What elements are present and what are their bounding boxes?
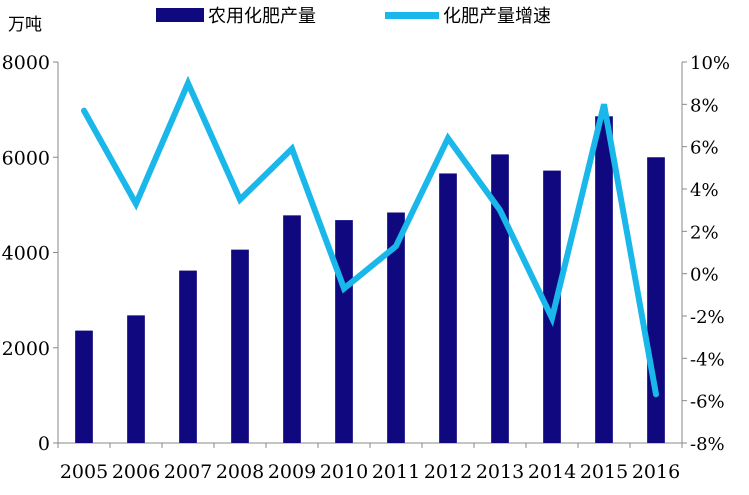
bar: [387, 212, 405, 443]
bar: [335, 220, 353, 443]
right-tick-label: -2%: [690, 307, 725, 328]
right-tick-label: 4%: [690, 180, 719, 201]
x-tick-label: 2011: [372, 461, 420, 483]
legend-label-line: 化肥产量增速: [443, 6, 551, 27]
left-axis-unit: 万吨: [8, 15, 42, 35]
x-tick-label: 2009: [268, 461, 316, 483]
left-tick-label: 8000: [2, 52, 50, 74]
growth-line: [81, 75, 659, 398]
x-tick-label: 2013: [476, 461, 524, 483]
bar: [491, 154, 509, 443]
right-tick-label: -8%: [690, 434, 725, 455]
bar: [283, 215, 301, 443]
x-tick-label: 2008: [216, 461, 264, 483]
bar: [647, 157, 665, 443]
bar: [75, 330, 93, 443]
right-tick-label: 8%: [690, 95, 719, 116]
right-tick-label: -6%: [690, 392, 725, 413]
right-tick-label: 0%: [690, 265, 719, 286]
x-tick-label: 2010: [320, 461, 368, 483]
legend: 农用化肥产量 化肥产量增速: [0, 2, 749, 28]
x-tick-label: 2015: [580, 461, 628, 483]
x-tick-label: 2006: [112, 461, 160, 483]
x-tick-label: 2005: [60, 461, 108, 483]
x-tick-label: 2007: [164, 461, 212, 483]
x-tick-label: 2014: [528, 461, 576, 483]
legend-label-bars: 农用化肥产量: [208, 6, 316, 27]
legend-item-bars: 农用化肥产量: [156, 2, 316, 28]
legend-swatch-line: [385, 11, 439, 19]
bar: [439, 173, 457, 443]
right-tick-label: 10%: [690, 53, 730, 74]
legend-item-line: 化肥产量增速: [385, 2, 551, 28]
bar: [127, 315, 145, 443]
left-tick-label: 2000: [2, 338, 50, 360]
left-tick-label: 4000: [2, 243, 50, 265]
left-tick-label: 0: [38, 433, 50, 455]
x-tick-label: 2016: [632, 461, 680, 483]
right-tick-label: 6%: [690, 138, 719, 159]
bar: [595, 116, 613, 443]
right-tick-label: -4%: [690, 349, 725, 370]
left-tick-label: 6000: [2, 147, 50, 169]
bar: [231, 249, 249, 443]
legend-swatch-bars: [156, 8, 204, 22]
right-tick-label: 2%: [690, 222, 719, 243]
bar: [179, 270, 197, 443]
x-tick-label: 2012: [424, 461, 472, 483]
